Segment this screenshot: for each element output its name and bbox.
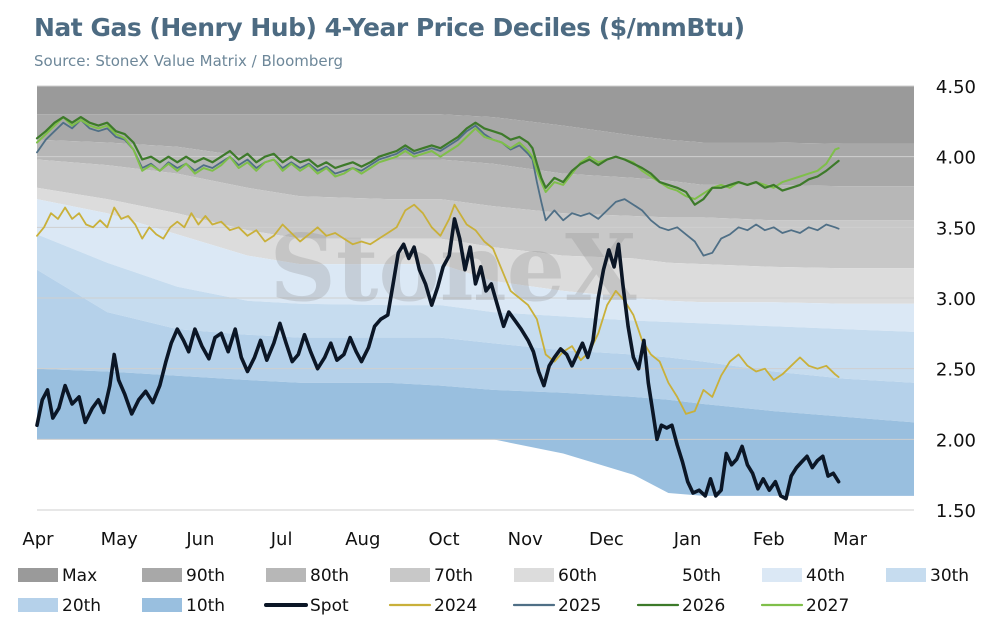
legend-label: 20th — [62, 596, 101, 616]
x-tick-label: Oct — [428, 529, 459, 550]
y-tick-label: 3.00 — [936, 289, 976, 310]
legend-swatch-10th — [142, 598, 182, 612]
x-tick-label: Jun — [185, 529, 214, 550]
legend-item-2026: 2026 — [636, 596, 725, 616]
legend-label: 10th — [186, 596, 225, 616]
legend-swatch-80th — [266, 568, 306, 582]
legend-item-60th: 60th — [514, 566, 597, 586]
x-tick-label: Mar — [833, 529, 868, 550]
band-80th — [37, 139, 914, 221]
legend-swatch-90th — [142, 568, 182, 582]
chart-subtitle: Source: StoneX Value Matrix / Bloomberg — [34, 52, 344, 70]
legend-item-50th: 50th — [638, 566, 721, 586]
y-tick-label: 2.00 — [936, 430, 976, 451]
y-tick-label: 3.50 — [936, 218, 976, 239]
legend-swatch-20th — [18, 598, 58, 612]
legend-item-2027: 2027 — [760, 596, 849, 616]
y-tick-label: 4.50 — [936, 77, 976, 98]
legend-label: 2027 — [806, 596, 849, 616]
legend-swatch-60th — [514, 568, 554, 582]
legend-label: 2024 — [434, 596, 477, 616]
legend-item-2025: 2025 — [512, 596, 601, 616]
series-line-2025 — [36, 119, 840, 257]
legend-swatch-70th — [390, 568, 430, 582]
legend-label: 80th — [310, 566, 349, 586]
legend-item-80th: 80th — [266, 566, 349, 586]
band-60th — [37, 187, 914, 304]
x-tick-label: Jul — [270, 529, 293, 550]
legend-swatch-50th — [638, 568, 678, 582]
x-tick-label: Feb — [753, 529, 785, 550]
legend-item-max: Max — [18, 566, 97, 586]
legend-item-20th: 20th — [18, 596, 101, 616]
legend-swatch-40th — [762, 568, 802, 582]
series-line-2024 — [36, 203, 840, 415]
band-max — [37, 86, 914, 144]
band-10th — [37, 368, 914, 496]
legend-item-2024: 2024 — [388, 596, 477, 616]
x-tick-label: May — [101, 529, 139, 550]
legend-item-30th: 30th — [886, 566, 969, 586]
legend-label: 60th — [558, 566, 597, 586]
legend-label: 2025 — [558, 596, 601, 616]
x-tick-label: Apr — [22, 529, 54, 550]
band-40th — [37, 199, 914, 332]
legend-swatch-max — [18, 568, 58, 582]
x-tick-label: Dec — [589, 529, 624, 550]
band-30th — [37, 234, 914, 383]
x-tick-label: Aug — [345, 529, 380, 550]
band-90th — [37, 114, 914, 187]
y-tick-label: 1.50 — [936, 501, 976, 522]
x-axis: Apr May Jun Jul Aug Oct Nov Dec Jan Feb Mar — [22, 529, 867, 550]
legend-label: Spot — [310, 596, 349, 616]
legend-item-10th: 10th — [142, 596, 225, 616]
legend-label: 2026 — [682, 596, 725, 616]
legend-label: Max — [62, 566, 97, 586]
y-tick-label: 2.50 — [936, 360, 976, 381]
legend-item-spot: Spot — [264, 596, 349, 616]
series-line-2027 — [36, 116, 840, 201]
legend-item-70th: 70th — [390, 566, 473, 586]
legend-label: 40th — [806, 566, 845, 586]
chart-title: Nat Gas (Henry Hub) 4-Year Price Deciles… — [34, 13, 745, 42]
legend-item-40th: 40th — [762, 566, 845, 586]
legend-label: 50th — [682, 566, 721, 586]
legend-item-90th: 90th — [142, 566, 225, 586]
y-axis: 4.50 4.00 3.50 3.00 2.50 2.00 1.50 — [936, 77, 976, 522]
price-lines — [35, 116, 841, 501]
legend-label: 70th — [434, 566, 473, 586]
legend-swatch-30th — [886, 568, 926, 582]
legend-label: 90th — [186, 566, 225, 586]
band-20th — [37, 269, 914, 423]
x-tick-label: Jan — [673, 529, 702, 550]
x-tick-label: Nov — [508, 529, 543, 550]
legend: Max 90th 80th 70th 60th 50th 40th 30th 20th 10th S… — [18, 566, 969, 616]
y-tick-label: 4.00 — [936, 148, 976, 169]
series-line-2026 — [35, 116, 840, 206]
series-line-spot — [35, 217, 841, 501]
legend-label: 30th — [930, 566, 969, 586]
